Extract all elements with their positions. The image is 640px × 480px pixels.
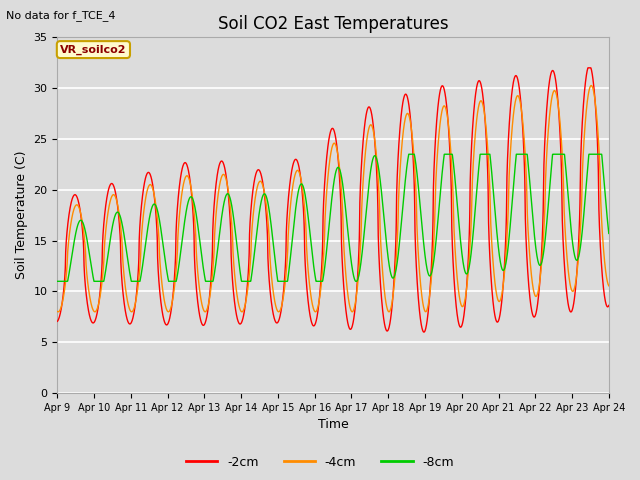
- Text: VR_soilco2: VR_soilco2: [60, 45, 127, 55]
- Y-axis label: Soil Temperature (C): Soil Temperature (C): [15, 151, 28, 279]
- X-axis label: Time: Time: [317, 419, 349, 432]
- Text: No data for f_TCE_4: No data for f_TCE_4: [6, 10, 116, 21]
- Title: Soil CO2 East Temperatures: Soil CO2 East Temperatures: [218, 15, 449, 33]
- Legend: -2cm, -4cm, -8cm: -2cm, -4cm, -8cm: [181, 451, 459, 474]
